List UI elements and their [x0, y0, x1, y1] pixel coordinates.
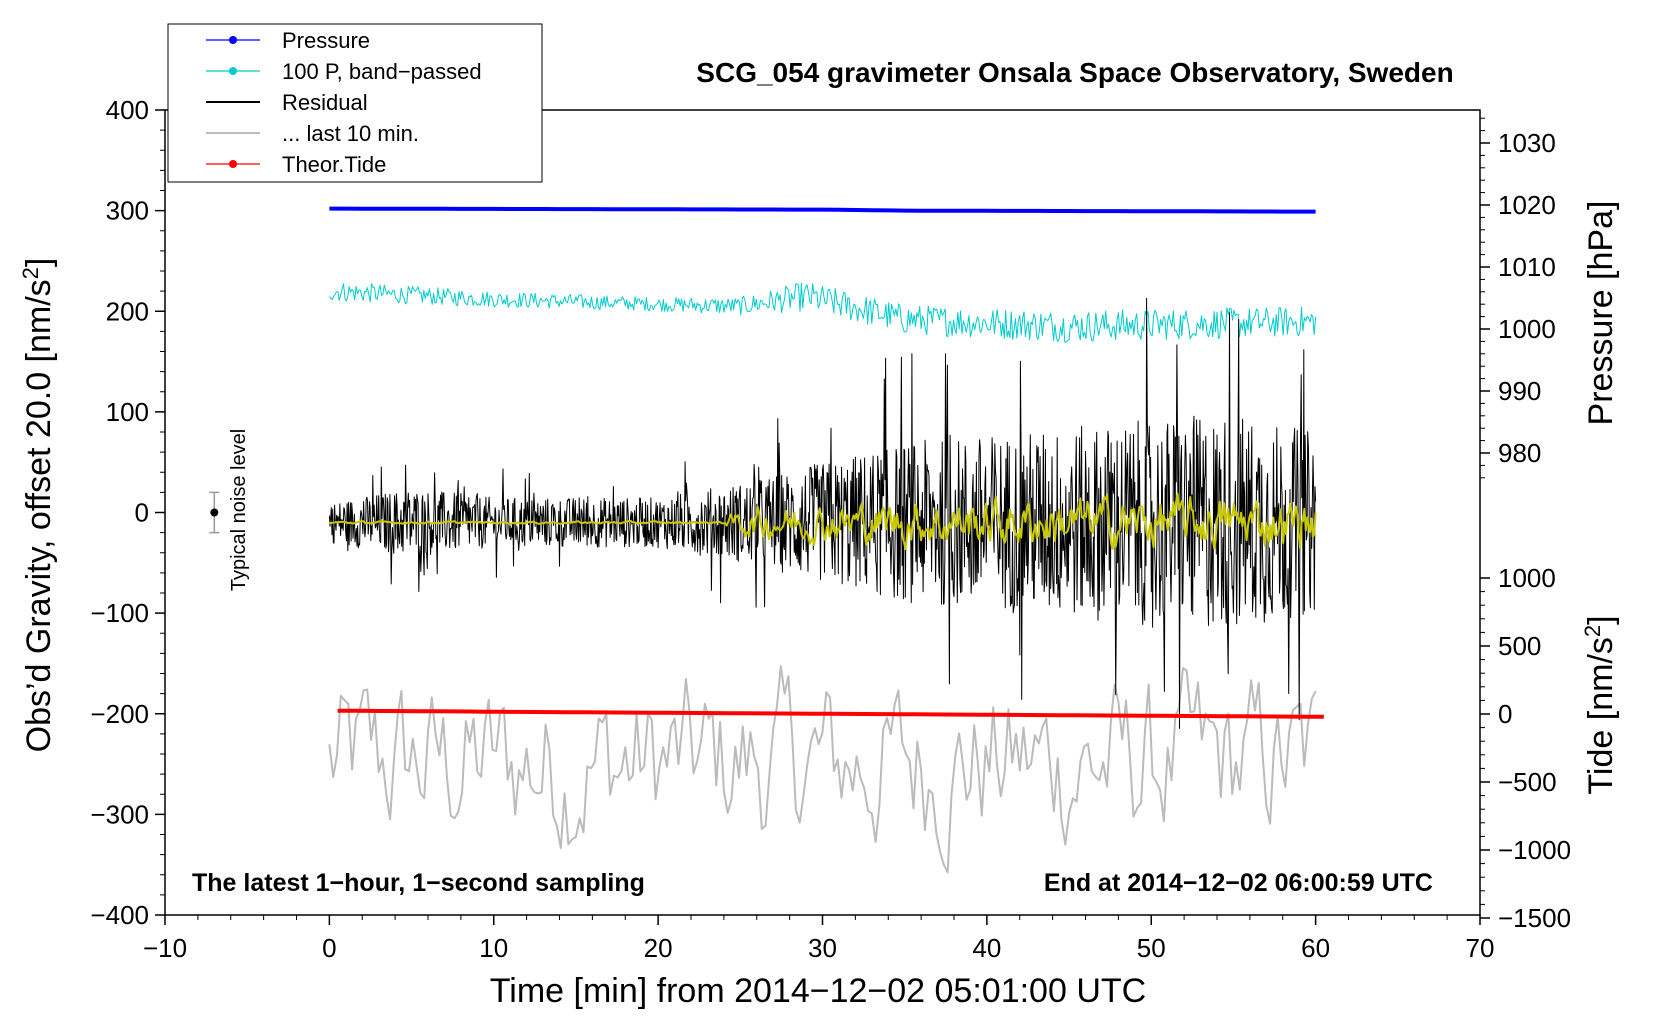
legend-item-last10: ... last 10 min.: [206, 121, 419, 146]
noise-center-dot: [210, 508, 219, 517]
pressure-tick-label: 1020: [1498, 190, 1556, 220]
tide-tick-label: −500: [1498, 767, 1557, 797]
legend: Pressure 100 P, band−passed Residual ...…: [167, 23, 543, 183]
y-axis-label-left-text: Obs’d Gravity, offset 20.0 [nm/s: [20, 279, 58, 752]
legend-item-residual: Residual: [206, 90, 368, 115]
x-tick-label: 0: [322, 933, 336, 963]
pressure-tick-label: 1000: [1498, 314, 1556, 344]
legend-label-tide: Theor.Tide: [282, 152, 386, 177]
noise-level-marker: [209, 491, 220, 534]
x-tick-label: 30: [808, 933, 837, 963]
y-tick-label: 400: [106, 95, 149, 125]
tide-axis-ticks: −1500 −1000 −500 0 500 1000: [1480, 563, 1571, 933]
tide-tick-label: 1000: [1498, 563, 1556, 593]
pressure-tick-label: 1030: [1498, 128, 1556, 158]
series-residual-smoothed: [328, 492, 1317, 551]
plot-border: [164, 109, 1481, 916]
annotation-sampling: The latest 1−hour, 1−second sampling: [192, 869, 645, 897]
y-tick-label: −200: [90, 699, 149, 729]
x-tick-label: 70: [1466, 933, 1495, 963]
y-tick-label: 100: [106, 397, 149, 427]
series-layer: [328, 206, 1324, 874]
legend-marker-bandpassed: [229, 67, 237, 75]
legend-item-bandpassed: 100 P, band−passed: [206, 59, 482, 84]
y-axis-label-left-close: ]: [20, 258, 58, 267]
legend-label-pressure: Pressure: [282, 28, 370, 53]
x-tick-label: 50: [1137, 933, 1166, 963]
tide-tick-label: −1000: [1498, 835, 1571, 865]
chart-title: SCG_054 gravimeter Onsala Space Observat…: [696, 57, 1453, 88]
y-axis-ticks: −400 −300 −200 −100 0 100 200 300 400: [90, 95, 165, 930]
tide-axis-label-text: Tide [nm/s: [1582, 637, 1620, 794]
x-axis-ticks: −10 0 10 20 30 40 50 60 70: [143, 915, 1495, 963]
y-tick-label: −400: [90, 900, 149, 930]
series-residual: [328, 297, 1317, 729]
tide-tick-label: 0: [1498, 699, 1512, 729]
pressure-tick-label: 980: [1498, 438, 1541, 468]
y-tick-label: 200: [106, 296, 149, 326]
y-tick-label: 300: [106, 196, 149, 226]
series-pressure: [329, 206, 1316, 214]
legend-marker-tide: [229, 160, 237, 168]
tide-axis-label-sup: 2: [1580, 625, 1605, 637]
pressure-axis-ticks: 980 990 1000 1010 1020 1030: [1480, 117, 1556, 479]
legend-label-last10: ... last 10 min.: [282, 121, 419, 146]
tide-axis-label-close: ]: [1582, 615, 1620, 624]
series-theor-tide: [337, 708, 1324, 719]
series-100-p-band-passed: [329, 282, 1317, 343]
legend-item-pressure: Pressure: [206, 28, 370, 53]
tide-tick-label: −1500: [1498, 903, 1571, 933]
chart-title-group: SCG_054 gravimeter Onsala Space Observat…: [696, 57, 1453, 88]
y-axis-label-left: Obs’d Gravity, offset 20.0 [nm/s2]: [18, 258, 58, 753]
x-tick-label: 60: [1301, 933, 1330, 963]
legend-label-bandpassed: 100 P, band−passed: [282, 59, 482, 84]
tide-tick-label: 500: [1498, 631, 1541, 661]
legend-label-residual: Residual: [282, 90, 368, 115]
y-axis-label-left-sup: 2: [18, 267, 43, 279]
tide-axis-label: Tide [nm/s2]: [1580, 615, 1620, 794]
legend-marker-pressure: [229, 36, 237, 44]
plot-frame: [164, 109, 1481, 916]
y-tick-label: −300: [90, 799, 149, 829]
x-axis-label: Time [min] from 2014−12−02 05:01:00 UTC: [490, 972, 1146, 1010]
x-tick-label: −10: [143, 933, 187, 963]
series-last-10-min: [328, 665, 1317, 874]
y-tick-label: −100: [90, 598, 149, 628]
legend-item-tide: Theor.Tide: [206, 152, 386, 177]
annotation-end-time: End at 2014−12−02 06:00:59 UTC: [1044, 869, 1433, 897]
pressure-tick-label: 1010: [1498, 252, 1556, 282]
x-tick-label: 10: [479, 933, 508, 963]
y-tick-label: 0: [135, 498, 149, 528]
pressure-axis-label: Pressure [hPa]: [1582, 201, 1620, 426]
x-tick-label: 20: [644, 933, 673, 963]
pressure-tick-label: 990: [1498, 376, 1541, 406]
noise-level-label: Typical noise level: [228, 429, 250, 591]
x-tick-label: 40: [972, 933, 1001, 963]
